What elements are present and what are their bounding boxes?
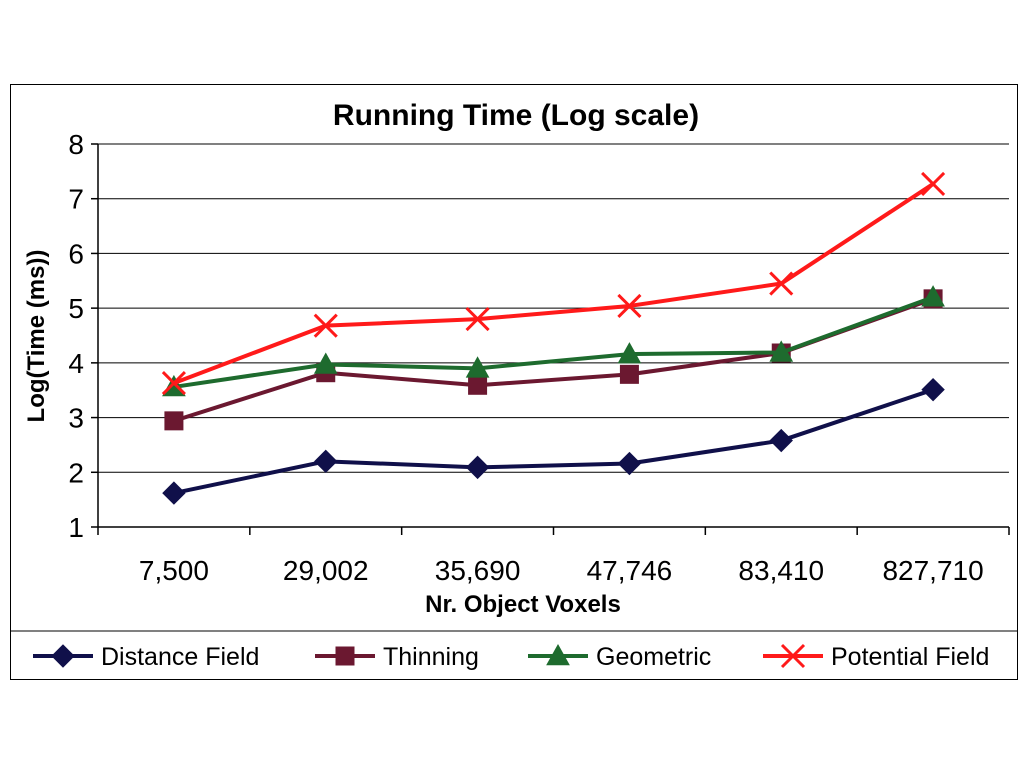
series-distance-field [162, 377, 945, 505]
square-marker-shape [335, 646, 355, 666]
diamond-marker-shape [617, 451, 642, 476]
legend-item-distance-field: Distance Field [33, 643, 259, 671]
legend-label: Potential Field [831, 643, 989, 671]
legend-marker [780, 643, 806, 669]
x-axis-label: Nr. Object Voxels [425, 591, 621, 618]
triangle-marker-shape [617, 342, 642, 364]
y-tick-label: 4 [68, 348, 84, 379]
data-point-distance-field [465, 455, 490, 480]
data-point-potential-field [161, 371, 186, 396]
diamond-marker-shape [921, 377, 945, 402]
data-point-distance-field [921, 377, 945, 402]
x-tick-label: 83,410 [738, 555, 824, 586]
x-tick-label: 827,710 [882, 555, 983, 586]
legend-label: Distance Field [101, 643, 259, 671]
y-tick-label: 6 [68, 238, 84, 269]
series-potential-field [161, 171, 946, 396]
series-geometric [162, 285, 945, 397]
data-point-distance-field [769, 428, 793, 453]
chart-title: Running Time (Log scale) [333, 99, 699, 132]
x-ticks: 7,500 29,002 35,690 47,746 83,410 827,710 [97, 527, 1010, 586]
data-point-potential-field [617, 293, 642, 319]
series-line-distance-field [173, 387, 934, 496]
diamond-marker-shape [769, 428, 793, 453]
y-tick-label: 7 [68, 184, 84, 215]
legend-marker [546, 643, 570, 666]
x-marker-stroke [617, 293, 642, 319]
triangle-marker-shape [921, 285, 945, 307]
data-point-potential-field [769, 271, 794, 296]
data-point-thinning [468, 375, 488, 395]
data-point-geometric [162, 374, 186, 397]
data-point-potential-field [465, 307, 490, 332]
legend-item-potential-field: Potential Field [763, 643, 989, 671]
data-point-geometric [617, 342, 642, 364]
x-tick-label: 47,746 [587, 555, 673, 586]
triangle-marker-shape [313, 352, 338, 374]
plot-background [98, 144, 1009, 527]
data-point-distance-field [162, 481, 186, 505]
y-tick-label: 5 [68, 293, 84, 324]
triangle-marker-shape [162, 374, 186, 397]
legend-label: Geometric [596, 643, 711, 671]
y-axis-label: Log(Time (ms)) [23, 250, 50, 423]
series-group [161, 171, 946, 505]
gridlines [98, 143, 1009, 473]
y-ticks: 1 2 3 4 5 6 7 8 [68, 129, 98, 543]
legend-item-geometric: Geometric [528, 643, 711, 671]
legend-label: Thinning [383, 643, 479, 671]
series-line-geometric [173, 295, 934, 389]
square-marker-shape [619, 364, 639, 384]
data-point-potential-field [921, 171, 946, 197]
series-line-potential-field [173, 182, 935, 385]
x-tick-label: 7,500 [139, 555, 209, 586]
legend-marker [335, 646, 355, 666]
data-point-distance-field [617, 451, 642, 476]
data-point-geometric [465, 356, 490, 378]
x-marker-stroke [780, 643, 806, 669]
legend-marker [51, 644, 75, 668]
data-point-distance-field [314, 449, 338, 474]
diamond-marker-shape [162, 481, 186, 505]
x-marker-stroke [769, 271, 794, 296]
x-tick-label: 29,002 [283, 555, 369, 586]
square-marker-shape [468, 375, 488, 395]
square-marker-shape [164, 411, 184, 431]
x-marker-stroke [161, 371, 186, 396]
diamond-marker-shape [465, 455, 490, 480]
x-marker-stroke [313, 313, 338, 338]
y-tick-label: 3 [68, 403, 84, 434]
legend-item-thinning: Thinning [315, 643, 479, 671]
diamond-marker-shape [51, 644, 75, 668]
legend: Distance Field Thinning Geometric Potential… [33, 643, 989, 671]
data-point-geometric [313, 352, 338, 374]
data-point-potential-field [313, 313, 338, 338]
plot-area: 1 2 3 4 5 6 7 8 7,500 29,002 35,690 47,746 83,410 82… [68, 129, 1010, 586]
diamond-marker-shape [314, 449, 338, 474]
triangle-marker-shape [546, 643, 570, 666]
triangle-marker-shape [769, 340, 794, 362]
triangle-marker-shape [465, 356, 490, 378]
y-tick-label: 1 [68, 512, 84, 543]
x-tick-label: 35,690 [435, 555, 521, 586]
data-point-geometric [921, 285, 945, 307]
x-marker-stroke [921, 171, 946, 197]
data-point-geometric [769, 340, 794, 362]
x-marker-stroke [465, 307, 490, 332]
y-tick-label: 2 [68, 457, 84, 488]
y-tick-label: 8 [68, 129, 84, 160]
data-point-thinning [619, 364, 639, 384]
data-point-thinning [164, 411, 184, 431]
